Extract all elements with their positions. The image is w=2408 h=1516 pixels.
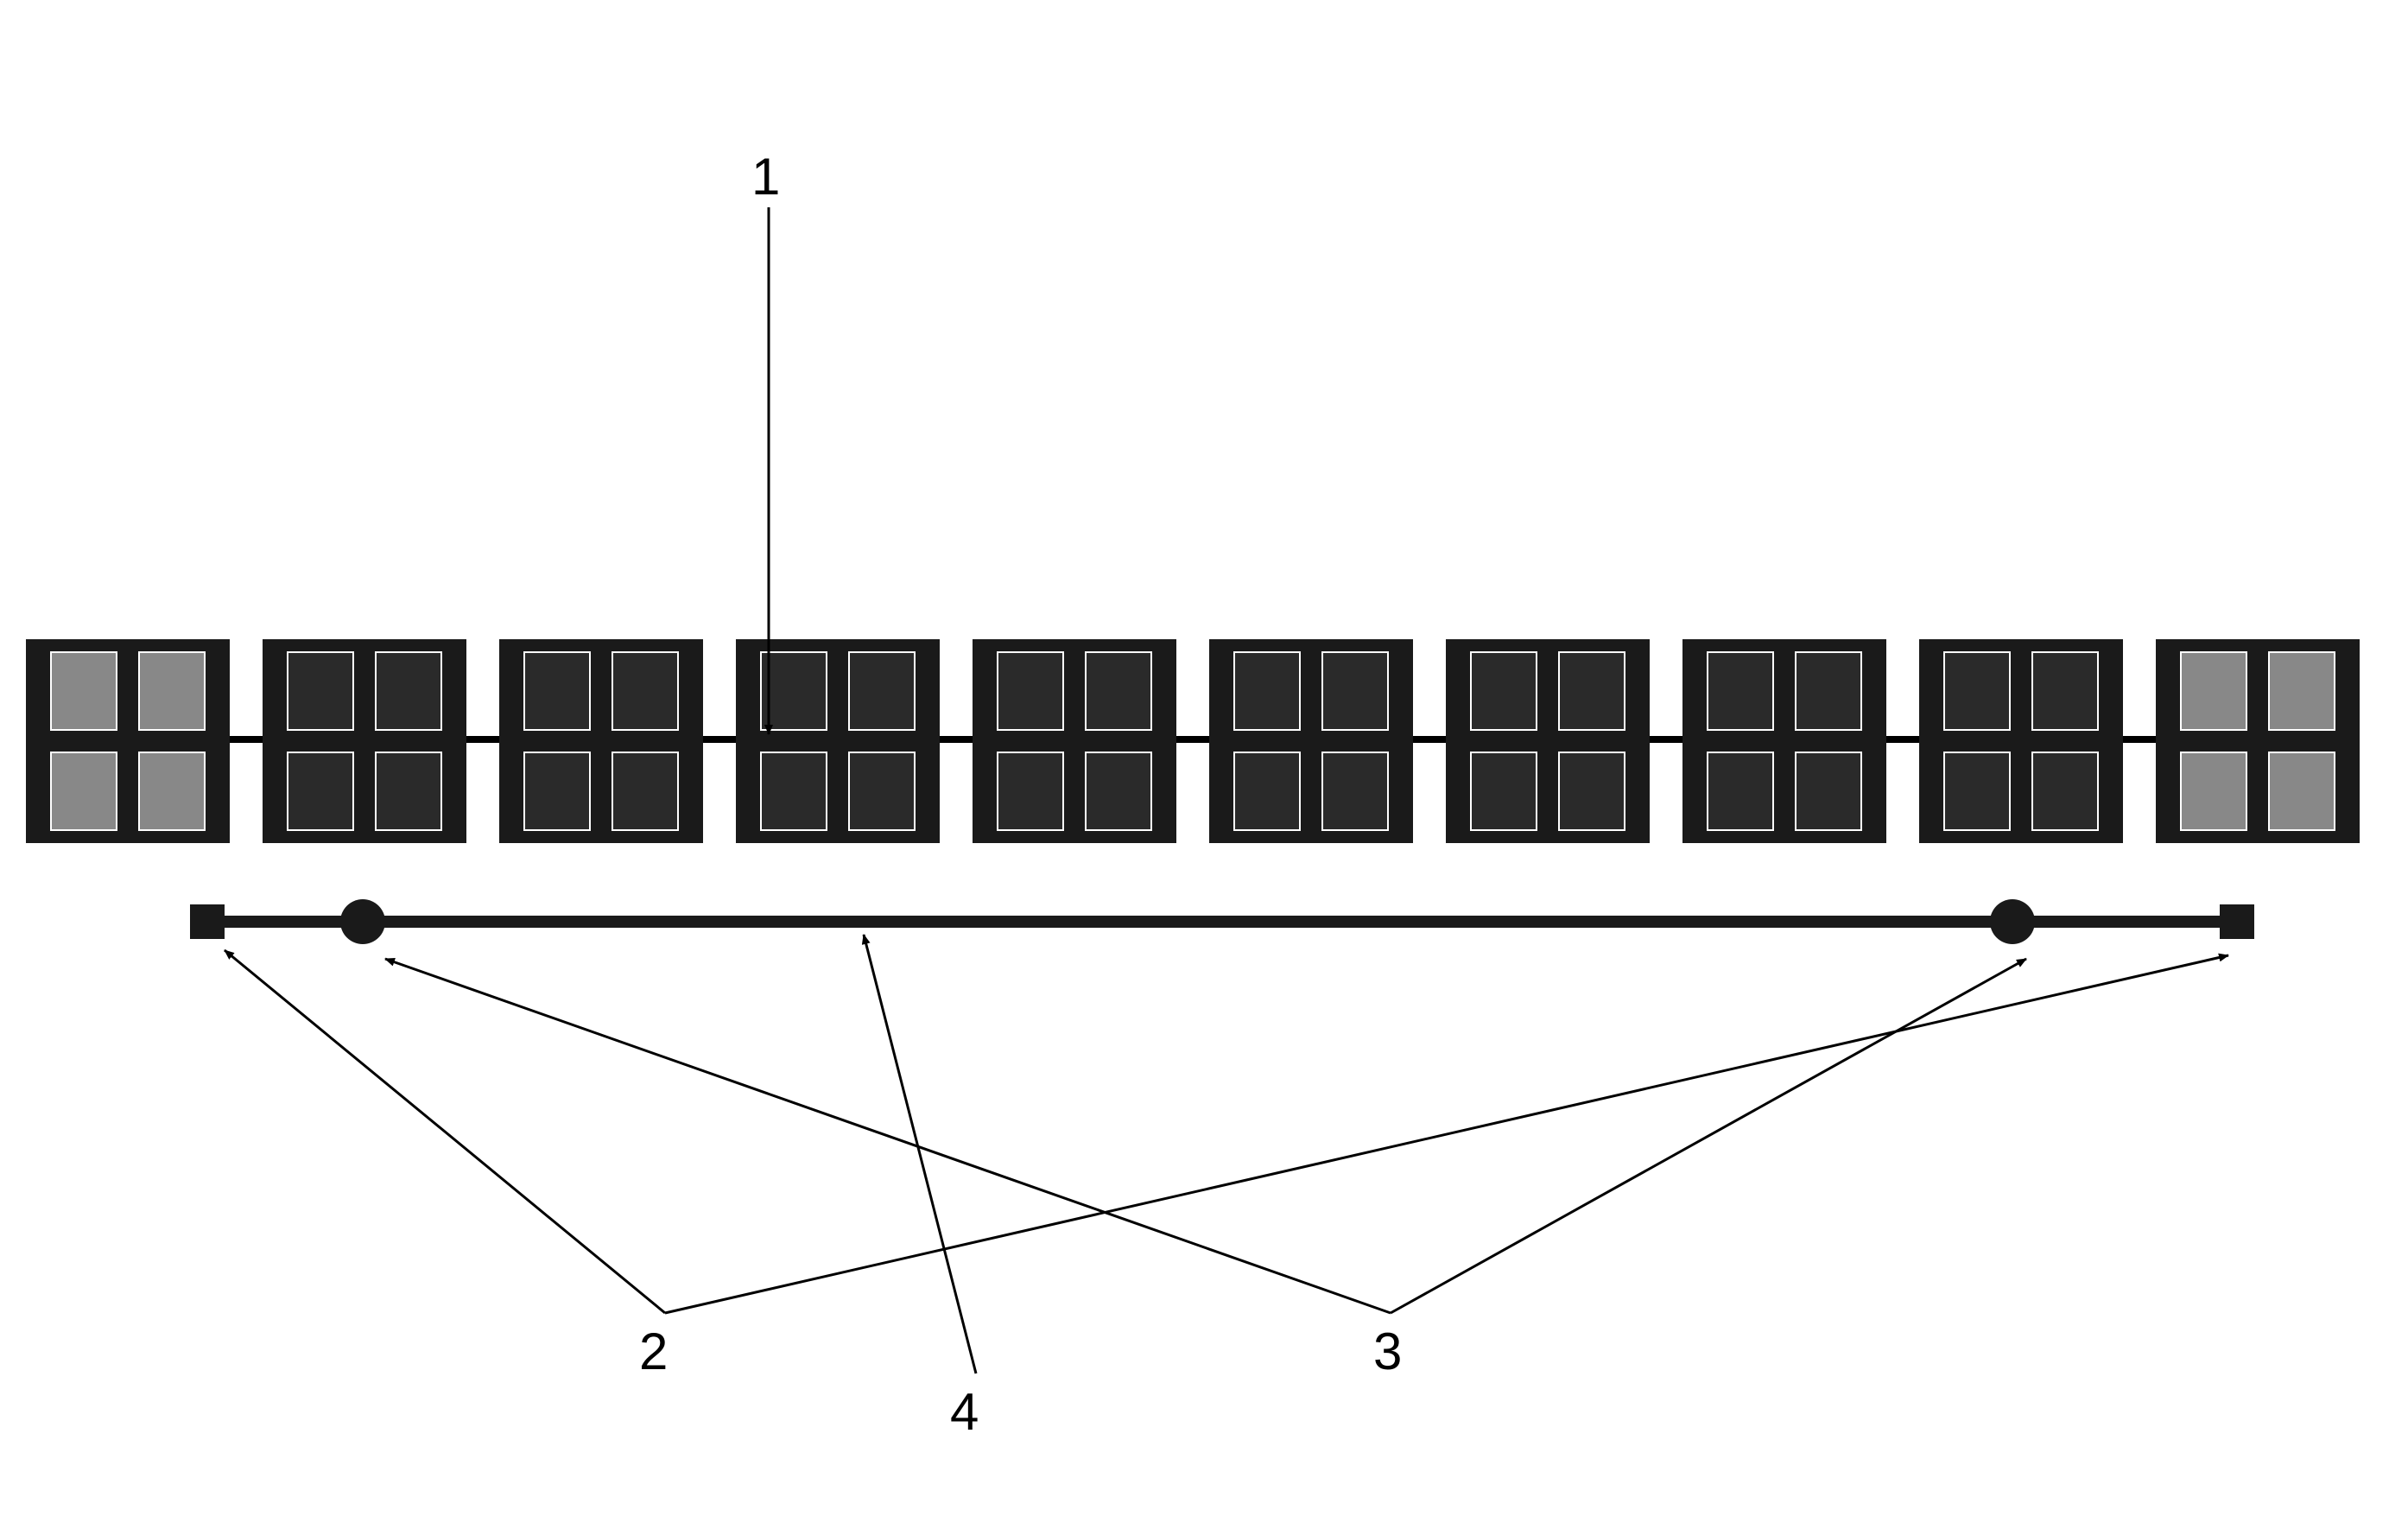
callout-arrow bbox=[864, 935, 976, 1373]
rail-node-left bbox=[340, 899, 385, 944]
rail-bar bbox=[207, 916, 2237, 928]
module-pad bbox=[1085, 651, 1152, 731]
module-pad bbox=[2268, 752, 2335, 831]
module bbox=[1919, 639, 2123, 843]
module-connector bbox=[703, 736, 736, 743]
callout-label-3: 3 bbox=[1373, 1322, 1402, 1381]
module-pad bbox=[612, 651, 679, 731]
module-pad bbox=[612, 752, 679, 831]
diagram-canvas: 1 2 3 4 bbox=[0, 0, 2408, 1516]
callout-label-1: 1 bbox=[751, 147, 780, 206]
module bbox=[736, 639, 940, 843]
module-pad bbox=[2180, 651, 2247, 731]
module-pad bbox=[50, 651, 117, 731]
module-pad bbox=[138, 651, 206, 731]
module-connector bbox=[1650, 736, 1682, 743]
module-pad bbox=[997, 651, 1064, 731]
module-pad bbox=[1795, 651, 1862, 731]
module bbox=[973, 639, 1176, 843]
callout-label-4: 4 bbox=[950, 1382, 979, 1442]
module bbox=[1682, 639, 1886, 843]
module-pad bbox=[1470, 752, 1537, 831]
module-pad bbox=[2031, 651, 2099, 731]
module bbox=[26, 639, 230, 843]
module bbox=[499, 639, 703, 843]
module-pad bbox=[1321, 752, 1389, 831]
module-pad bbox=[523, 651, 591, 731]
module-pad bbox=[1943, 651, 2011, 731]
module-connector bbox=[466, 736, 499, 743]
module-pad bbox=[50, 752, 117, 831]
module-pad bbox=[1321, 651, 1389, 731]
module-pad bbox=[1795, 752, 1862, 831]
module-pad bbox=[1707, 752, 1774, 831]
module-pad bbox=[1558, 651, 1625, 731]
callout-arrow bbox=[225, 950, 665, 1313]
rail-end-left bbox=[190, 904, 225, 939]
module-pad bbox=[848, 752, 916, 831]
callout-arrow bbox=[385, 959, 1391, 1313]
module-pad bbox=[1707, 651, 1774, 731]
module-connector bbox=[230, 736, 263, 743]
module-connector bbox=[1176, 736, 1209, 743]
module-pad bbox=[1470, 651, 1537, 731]
module-pad bbox=[287, 651, 354, 731]
module bbox=[1446, 639, 1650, 843]
module-pad bbox=[375, 651, 442, 731]
module-pad bbox=[760, 752, 827, 831]
module-connector bbox=[1413, 736, 1446, 743]
module-pad bbox=[1085, 752, 1152, 831]
module-pad bbox=[1233, 651, 1301, 731]
module-pad bbox=[760, 651, 827, 731]
module-connector bbox=[2123, 736, 2156, 743]
rail-end-right bbox=[2220, 904, 2254, 939]
module-pad bbox=[1558, 752, 1625, 831]
module-pad bbox=[375, 752, 442, 831]
module-pad bbox=[138, 752, 206, 831]
module-connector bbox=[1886, 736, 1919, 743]
module-pad bbox=[287, 752, 354, 831]
rail-node-right bbox=[1990, 899, 2035, 944]
module-connector bbox=[940, 736, 973, 743]
callout-label-2: 2 bbox=[639, 1322, 668, 1381]
module-pad bbox=[848, 651, 916, 731]
callout-arrow bbox=[1391, 959, 2026, 1313]
module-pad bbox=[2031, 752, 2099, 831]
module-pad bbox=[523, 752, 591, 831]
module-pad bbox=[1233, 752, 1301, 831]
module-pad bbox=[2180, 752, 2247, 831]
module bbox=[263, 639, 466, 843]
module-pad bbox=[1943, 752, 2011, 831]
module bbox=[2156, 639, 2360, 843]
module-pad bbox=[2268, 651, 2335, 731]
callout-arrow bbox=[665, 955, 2228, 1313]
module-pad bbox=[997, 752, 1064, 831]
module bbox=[1209, 639, 1413, 843]
